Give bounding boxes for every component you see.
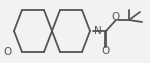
Text: N: N <box>94 26 102 36</box>
Text: O: O <box>102 46 110 56</box>
Text: O: O <box>112 12 120 22</box>
Text: O: O <box>4 47 12 57</box>
